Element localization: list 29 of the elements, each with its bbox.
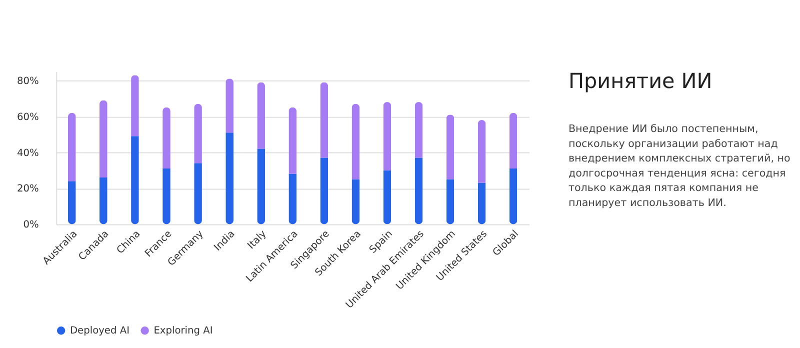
bar bbox=[320, 82, 328, 158]
bar bbox=[478, 120, 486, 183]
y-tick-label: 40% bbox=[17, 148, 39, 159]
bar bbox=[509, 168, 518, 224]
legend-label: Deployed AI bbox=[70, 326, 130, 337]
bar bbox=[352, 104, 360, 180]
bar bbox=[68, 112, 76, 182]
y-tick-label: 80% bbox=[17, 76, 39, 87]
bar bbox=[383, 102, 392, 170]
bar bbox=[414, 158, 423, 224]
bar bbox=[446, 114, 454, 180]
bar bbox=[68, 181, 76, 224]
bar bbox=[288, 107, 297, 174]
y-tick-label: 0% bbox=[23, 220, 39, 231]
bar bbox=[257, 82, 266, 149]
y-tick-label: 20% bbox=[17, 184, 39, 195]
bar bbox=[383, 170, 392, 224]
bar bbox=[352, 179, 360, 224]
y-tick-label: 60% bbox=[17, 112, 39, 123]
bar bbox=[288, 174, 297, 224]
bar bbox=[320, 158, 328, 224]
text: Внедрение ИИ было постепенным, поскольку организации работают над внедрением комплексных стратегий, но долгосрочная тенденция ясна: сегодня только каждая пятая компания не планирует использовать ИИ. bbox=[568, 123, 790, 209]
bar bbox=[257, 148, 266, 224]
bar bbox=[478, 182, 486, 224]
legend-label: Exploring AI bbox=[154, 326, 213, 337]
bar bbox=[414, 102, 423, 158]
text: Принятие ИИ bbox=[568, 69, 712, 94]
bar bbox=[446, 179, 454, 224]
bar bbox=[509, 112, 518, 169]
